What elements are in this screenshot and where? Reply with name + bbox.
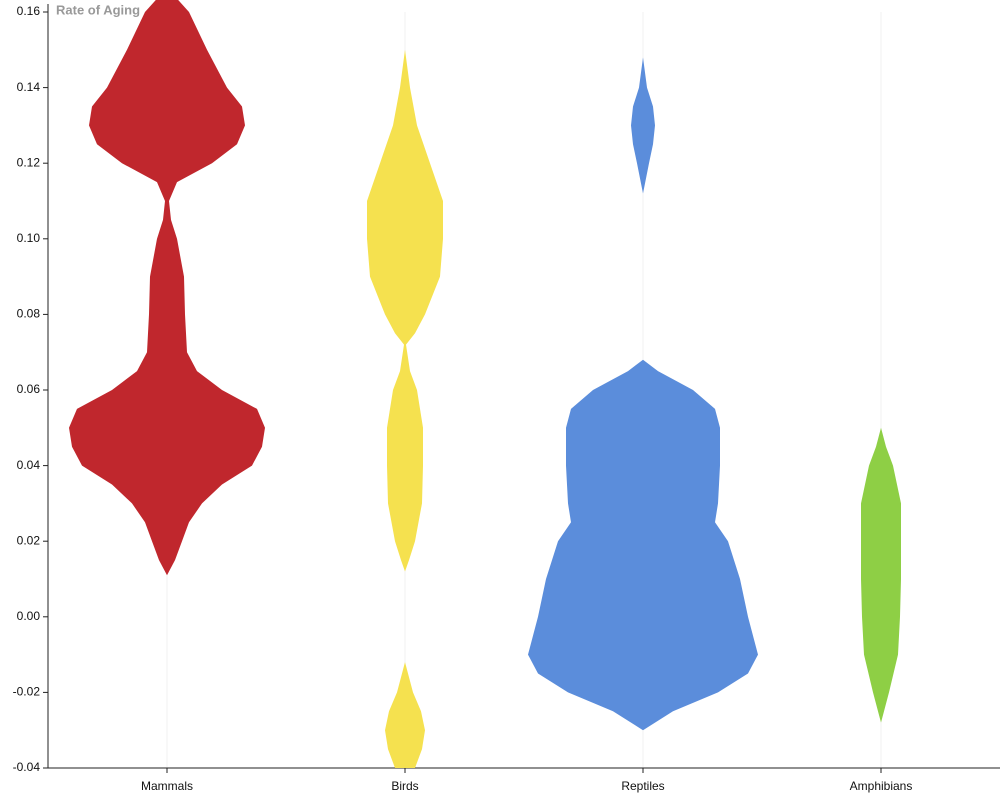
chart-title: Rate of Aging — [56, 2, 140, 17]
x-tick-label: Birds — [391, 779, 418, 793]
y-tick-label: 0.08 — [17, 307, 41, 321]
x-tick-label: Mammals — [141, 779, 193, 793]
violin — [861, 427, 901, 723]
y-tick-label: 0.10 — [17, 231, 41, 245]
y-tick-label: 0.00 — [17, 609, 41, 623]
y-tick-label: -0.04 — [13, 760, 41, 774]
violin — [367, 49, 443, 769]
y-tick-label: 0.02 — [17, 533, 41, 547]
x-tick-label: Reptiles — [621, 779, 664, 793]
y-tick-label: 0.14 — [17, 80, 41, 94]
y-tick-label: 0.16 — [17, 4, 41, 18]
y-tick-label: 0.04 — [17, 458, 41, 472]
x-tick-label: Amphibians — [850, 779, 913, 793]
y-tick-label: 0.06 — [17, 382, 41, 396]
violin — [69, 0, 265, 576]
y-tick-label: -0.02 — [13, 685, 41, 699]
violin — [528, 57, 758, 731]
y-tick-label: 0.12 — [17, 155, 41, 169]
